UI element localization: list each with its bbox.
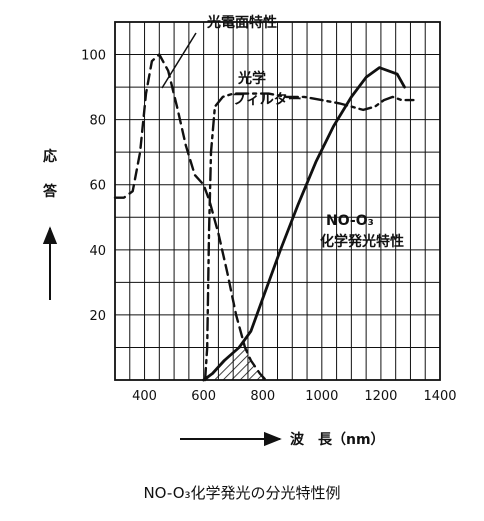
y-tick-label: 20	[89, 309, 106, 324]
hatched-overlap-region	[203, 342, 266, 380]
grid-lines	[115, 22, 440, 380]
x-tick-label: 400	[132, 389, 157, 404]
x-tick-label: 800	[250, 389, 275, 404]
photocathode-leader-line	[161, 32, 197, 89]
y-tick-label: 40	[89, 244, 106, 259]
y-axis-label-char-2: 答	[43, 183, 58, 200]
emission-label-line2: 化学発光特性	[320, 233, 404, 250]
plot-frame	[114, 21, 441, 381]
x-tick-label: 600	[191, 389, 216, 404]
tick-labels: 400 600 800 1000 1200 1400 20 40 60 80 100	[81, 49, 456, 404]
filter-label-line2: フィルター	[232, 92, 302, 108]
emission-label-line1: NO-O₃	[326, 213, 374, 229]
photocathode-label: 光電面特性	[206, 14, 277, 31]
filter-label-line1: 光学	[237, 70, 266, 87]
y-axis-label-char-1: 応	[43, 148, 57, 165]
no-o3-emission-series-line	[202, 66, 406, 382]
x-tick-label: 1200	[364, 389, 397, 404]
hatched-area	[203, 342, 266, 380]
x-tick-label: 1000	[305, 389, 338, 404]
figure-caption: NO-O₃化学発光の分光特性例	[143, 484, 340, 502]
y-tick-label: 60	[89, 179, 106, 194]
x-tick-label: 1400	[423, 389, 456, 404]
x-axis-label: 波 長（nm）	[290, 431, 385, 448]
optical-filter-series-line	[203, 92, 415, 382]
series-lines	[113, 53, 415, 382]
y-tick-label: 100	[81, 49, 106, 64]
y-tick-label: 80	[89, 114, 106, 129]
